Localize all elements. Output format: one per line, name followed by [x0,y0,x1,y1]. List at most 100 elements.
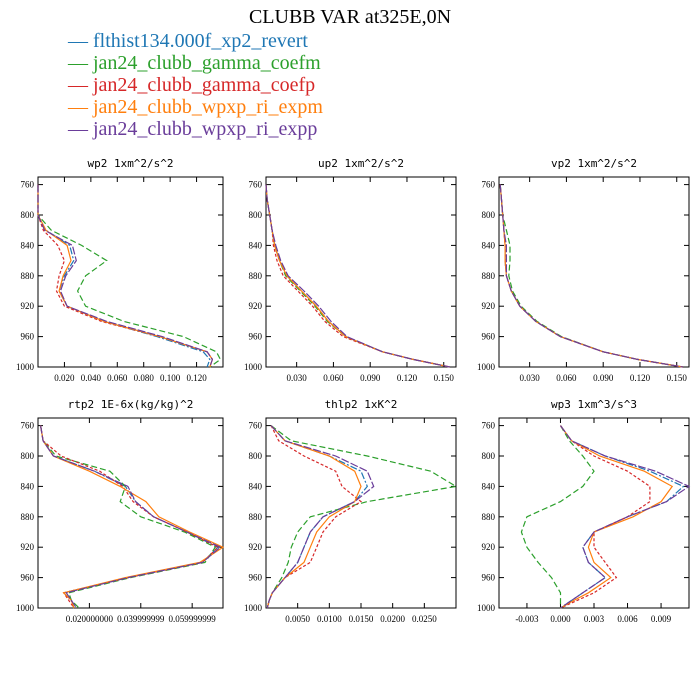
x-tick-label: 0.0050 [285,614,310,624]
y-tick-label: 840 [249,481,263,491]
series-line [499,184,683,368]
legend: — flthist134.000f_xp2_revert — jan24_clu… [68,30,323,140]
y-tick-label: 920 [482,301,496,311]
y-tick-label: 920 [249,301,263,311]
y-tick-label: 1000 [244,603,263,613]
figure-title: CLUBB VAR at325E,0N [248,6,452,28]
x-tick-label: 0.020 [54,373,75,383]
x-tick-label: 0.150 [667,373,688,383]
legend-label: jan24_clubb_wpxp_ri_expm [93,96,323,118]
series-line [560,425,685,609]
y-tick-label: 760 [249,421,263,431]
series-line [499,184,683,368]
x-tick-label: 0.060 [323,373,344,383]
legend-item: — jan24_clubb_wpxp_ri_expp [68,118,323,140]
series-line [265,184,451,368]
panel-title: wp2 1xm^2/s^2 [87,157,173,170]
y-tick-label: 1000 [477,603,496,613]
plot-frame [498,417,690,609]
x-tick-label: 0.059999999 [169,614,217,624]
panel-title: vp2 1xm^2/s^2 [551,157,637,170]
plot-frame [265,176,457,368]
y-tick-label: 1000 [16,362,35,372]
y-tick-label: 920 [21,301,35,311]
y-tick-label: 880 [249,271,263,281]
legend-line-icon: — [68,118,93,140]
legend-label: jan24_clubb_wpxp_ri_expp [93,118,318,140]
series-line [40,425,225,609]
series-line [37,184,214,368]
y-tick-label: 760 [21,180,35,190]
legend-label: jan24_clubb_gamma_coefm [93,52,321,74]
x-tick-label: 0.090 [593,373,614,383]
legend-label: jan24_clubb_gamma_coefp [93,74,316,96]
y-tick-label: 760 [21,421,35,431]
legend-item: — jan24_clubb_gamma_coefm [68,52,323,74]
series-line [266,425,362,609]
y-tick-label: 920 [482,542,496,552]
legend-line-icon: — [68,30,93,52]
plot-frame [37,417,224,609]
series-line [499,184,683,368]
x-tick-label: 0.080 [134,373,155,383]
y-tick-label: 800 [482,210,496,220]
y-tick-label: 920 [21,542,35,552]
y-tick-label: 880 [21,512,35,522]
x-tick-label: 0.0150 [349,614,374,624]
series-line [499,184,683,368]
legend-item: — flthist134.000f_xp2_revert [68,30,323,52]
plot-frame [498,176,690,368]
y-tick-label: 880 [249,512,263,522]
panel-title: thlp2 1xK^2 [325,398,398,411]
y-tick-label: 760 [482,180,496,190]
series-line [499,184,683,368]
x-tick-label: -0.003 [515,614,539,624]
series-line [265,184,451,368]
series-line [560,425,674,609]
series-line [265,184,451,368]
legend-label: flthist134.000f_xp2_revert [93,30,308,52]
x-tick-label: 0.006 [617,614,638,624]
y-tick-label: 1000 [477,362,496,372]
x-tick-label: 0.0100 [317,614,342,624]
legend-line-icon: — [68,52,93,74]
y-tick-label: 960 [482,332,496,342]
y-tick-label: 840 [21,481,35,491]
y-tick-label: 960 [21,573,35,583]
y-tick-label: 840 [21,240,35,250]
y-tick-label: 960 [249,332,263,342]
x-tick-label: 0.0250 [412,614,437,624]
series-line [265,184,451,368]
y-tick-label: 800 [21,210,35,220]
legend-item: — jan24_clubb_gamma_coefp [68,74,323,96]
x-tick-label: 0.060 [556,373,577,383]
panel-title: wp3 1xm^3/s^3 [551,398,637,411]
panel-title: up2 1xm^2/s^2 [318,157,404,170]
y-tick-label: 800 [249,451,263,461]
legend-line-icon: — [68,96,93,118]
x-tick-label: 0.040 [81,373,102,383]
x-tick-label: 0.030 [520,373,541,383]
plot-frame [265,417,457,609]
y-tick-label: 840 [249,240,263,250]
x-tick-label: 0.020000000 [66,614,114,624]
y-tick-label: 800 [482,451,496,461]
x-tick-label: 0.090 [360,373,381,383]
y-tick-label: 880 [21,271,35,281]
x-tick-label: 0.060 [107,373,128,383]
y-tick-label: 960 [249,573,263,583]
y-tick-label: 800 [249,210,263,220]
x-tick-label: 0.120 [630,373,651,383]
y-tick-label: 960 [482,573,496,583]
y-tick-label: 880 [482,512,496,522]
series-line [266,425,375,609]
series-line [37,184,222,368]
plot-frame [37,176,224,368]
y-tick-label: 840 [482,481,496,491]
y-tick-label: 960 [21,332,35,342]
y-tick-label: 760 [482,421,496,431]
legend-line-icon: — [68,74,93,96]
y-tick-label: 840 [482,240,496,250]
x-tick-label: 0.150 [434,373,455,383]
